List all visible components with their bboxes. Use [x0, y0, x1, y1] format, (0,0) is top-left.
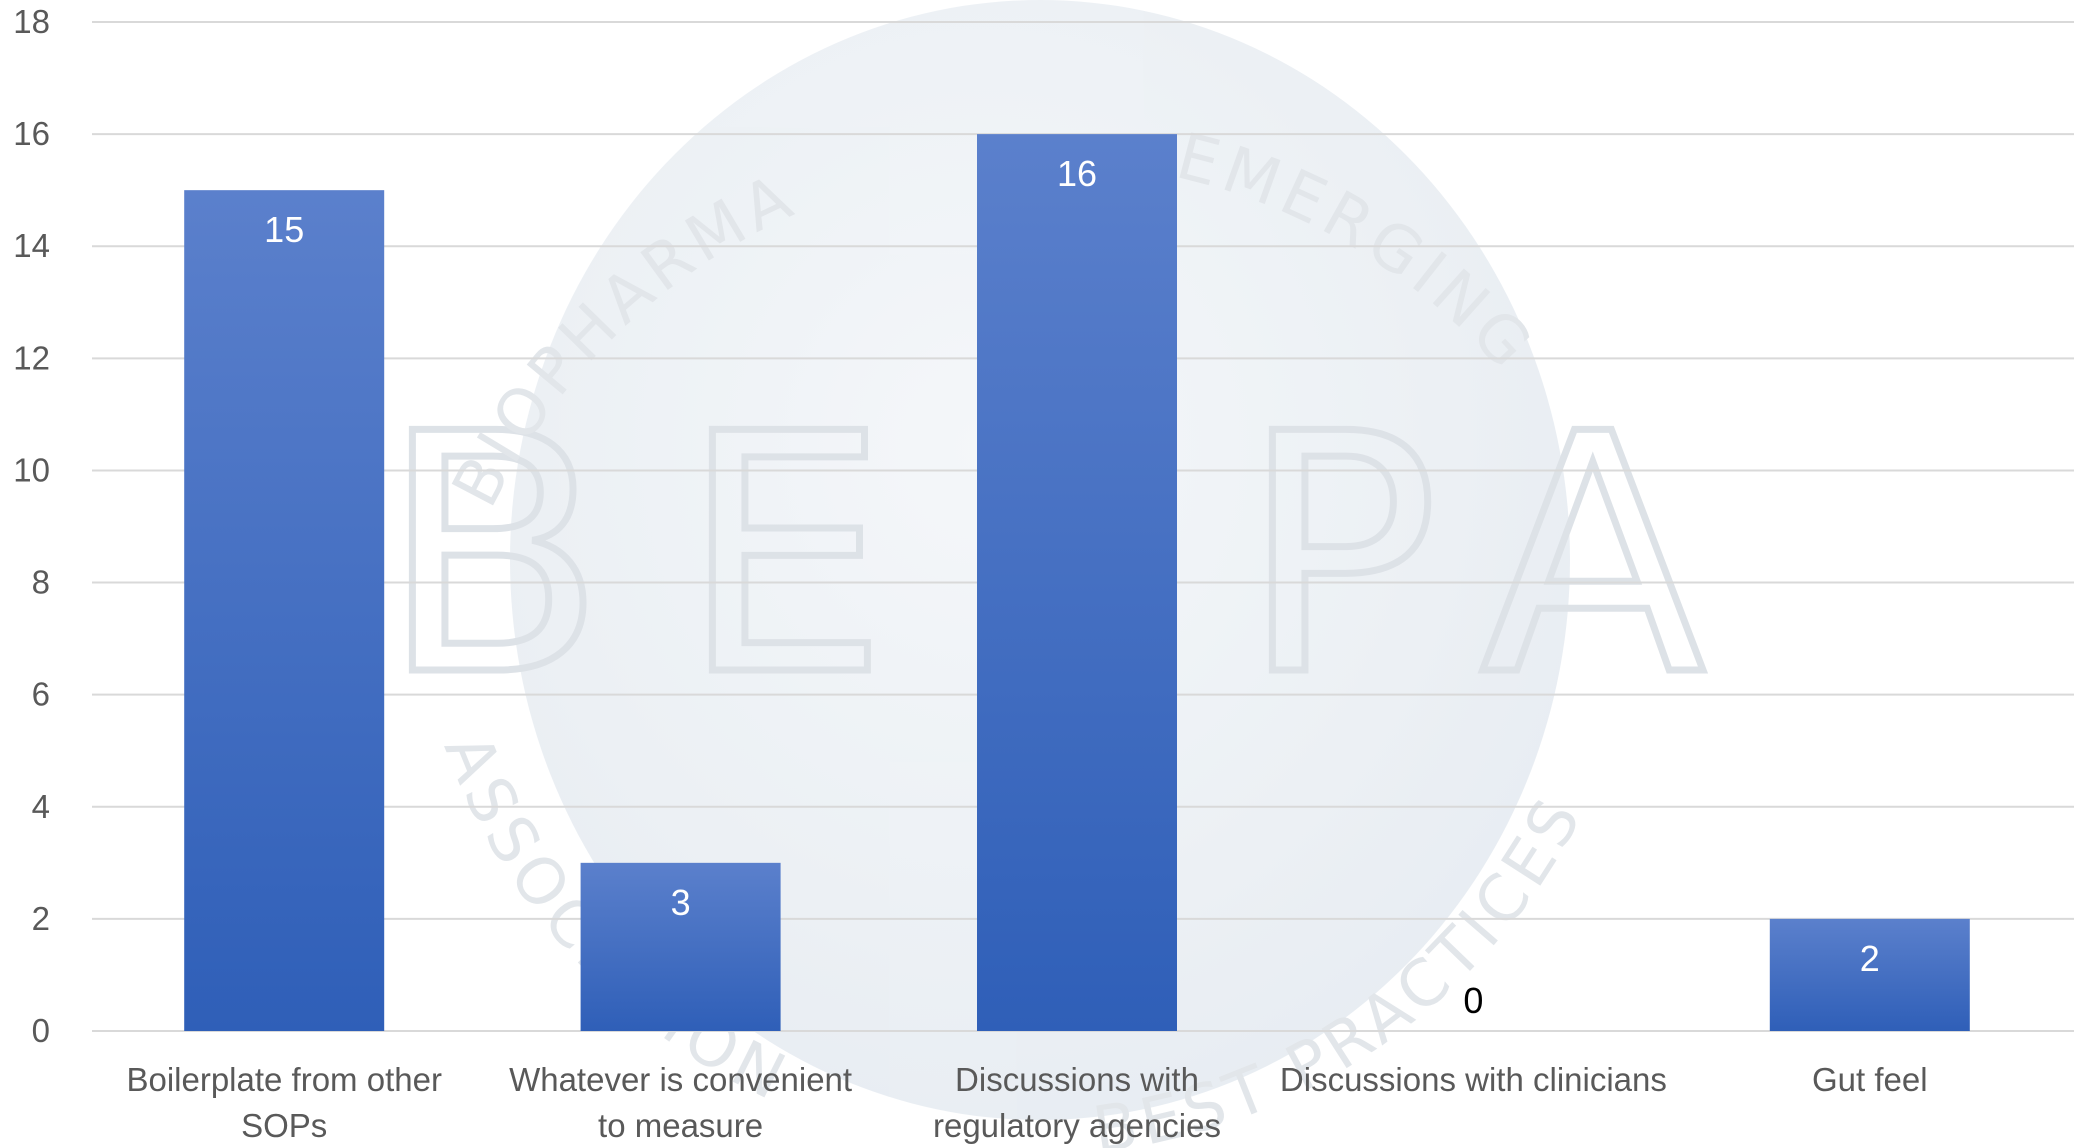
y-tick-label: 12 [13, 339, 50, 376]
category-label: SOPs [241, 1107, 327, 1144]
y-tick-label: 16 [13, 115, 50, 152]
watermark-letter-e: E [680, 364, 889, 748]
bar [1769, 918, 1970, 1031]
data-label: 0 [1463, 980, 1483, 1021]
y-tick-label: 18 [13, 3, 50, 40]
data-label: 15 [264, 209, 304, 250]
category-label: to measure [598, 1107, 763, 1144]
watermark-letter-p: P [1240, 364, 1439, 748]
data-label: 3 [671, 882, 691, 923]
bars [184, 134, 1970, 1032]
category-label: Discussions with clinicians [1280, 1061, 1667, 1098]
y-tick-label: 0 [32, 1012, 50, 1049]
watermark-letter-a: A [1480, 364, 1707, 748]
y-tick-label: 8 [32, 564, 50, 601]
x-axis-categories: Boilerplate from other SOPs Whatever is co… [126, 1061, 1927, 1144]
data-label: 16 [1057, 153, 1097, 194]
y-axis-ticks: 0 2 4 6 8 10 12 14 16 18 [13, 3, 50, 1049]
y-tick-label: 14 [13, 227, 50, 264]
y-tick-label: 2 [32, 900, 50, 937]
y-tick-label: 4 [32, 788, 50, 825]
y-tick-label: 6 [32, 676, 50, 713]
category-label: Discussions with [955, 1061, 1199, 1098]
y-tick-label: 10 [13, 451, 50, 488]
data-label: 2 [1860, 938, 1880, 979]
category-label: Gut feel [1812, 1061, 1928, 1098]
bar [580, 862, 781, 1031]
category-label: regulatory agencies [933, 1107, 1221, 1144]
category-label: Boilerplate from other [126, 1061, 441, 1098]
bar [184, 190, 385, 1031]
watermark-letter-b: B [380, 364, 606, 748]
data-labels: 15 3 16 0 2 [264, 153, 1880, 1021]
category-label: Whatever is convenient [509, 1061, 852, 1098]
bar [977, 134, 1177, 1032]
